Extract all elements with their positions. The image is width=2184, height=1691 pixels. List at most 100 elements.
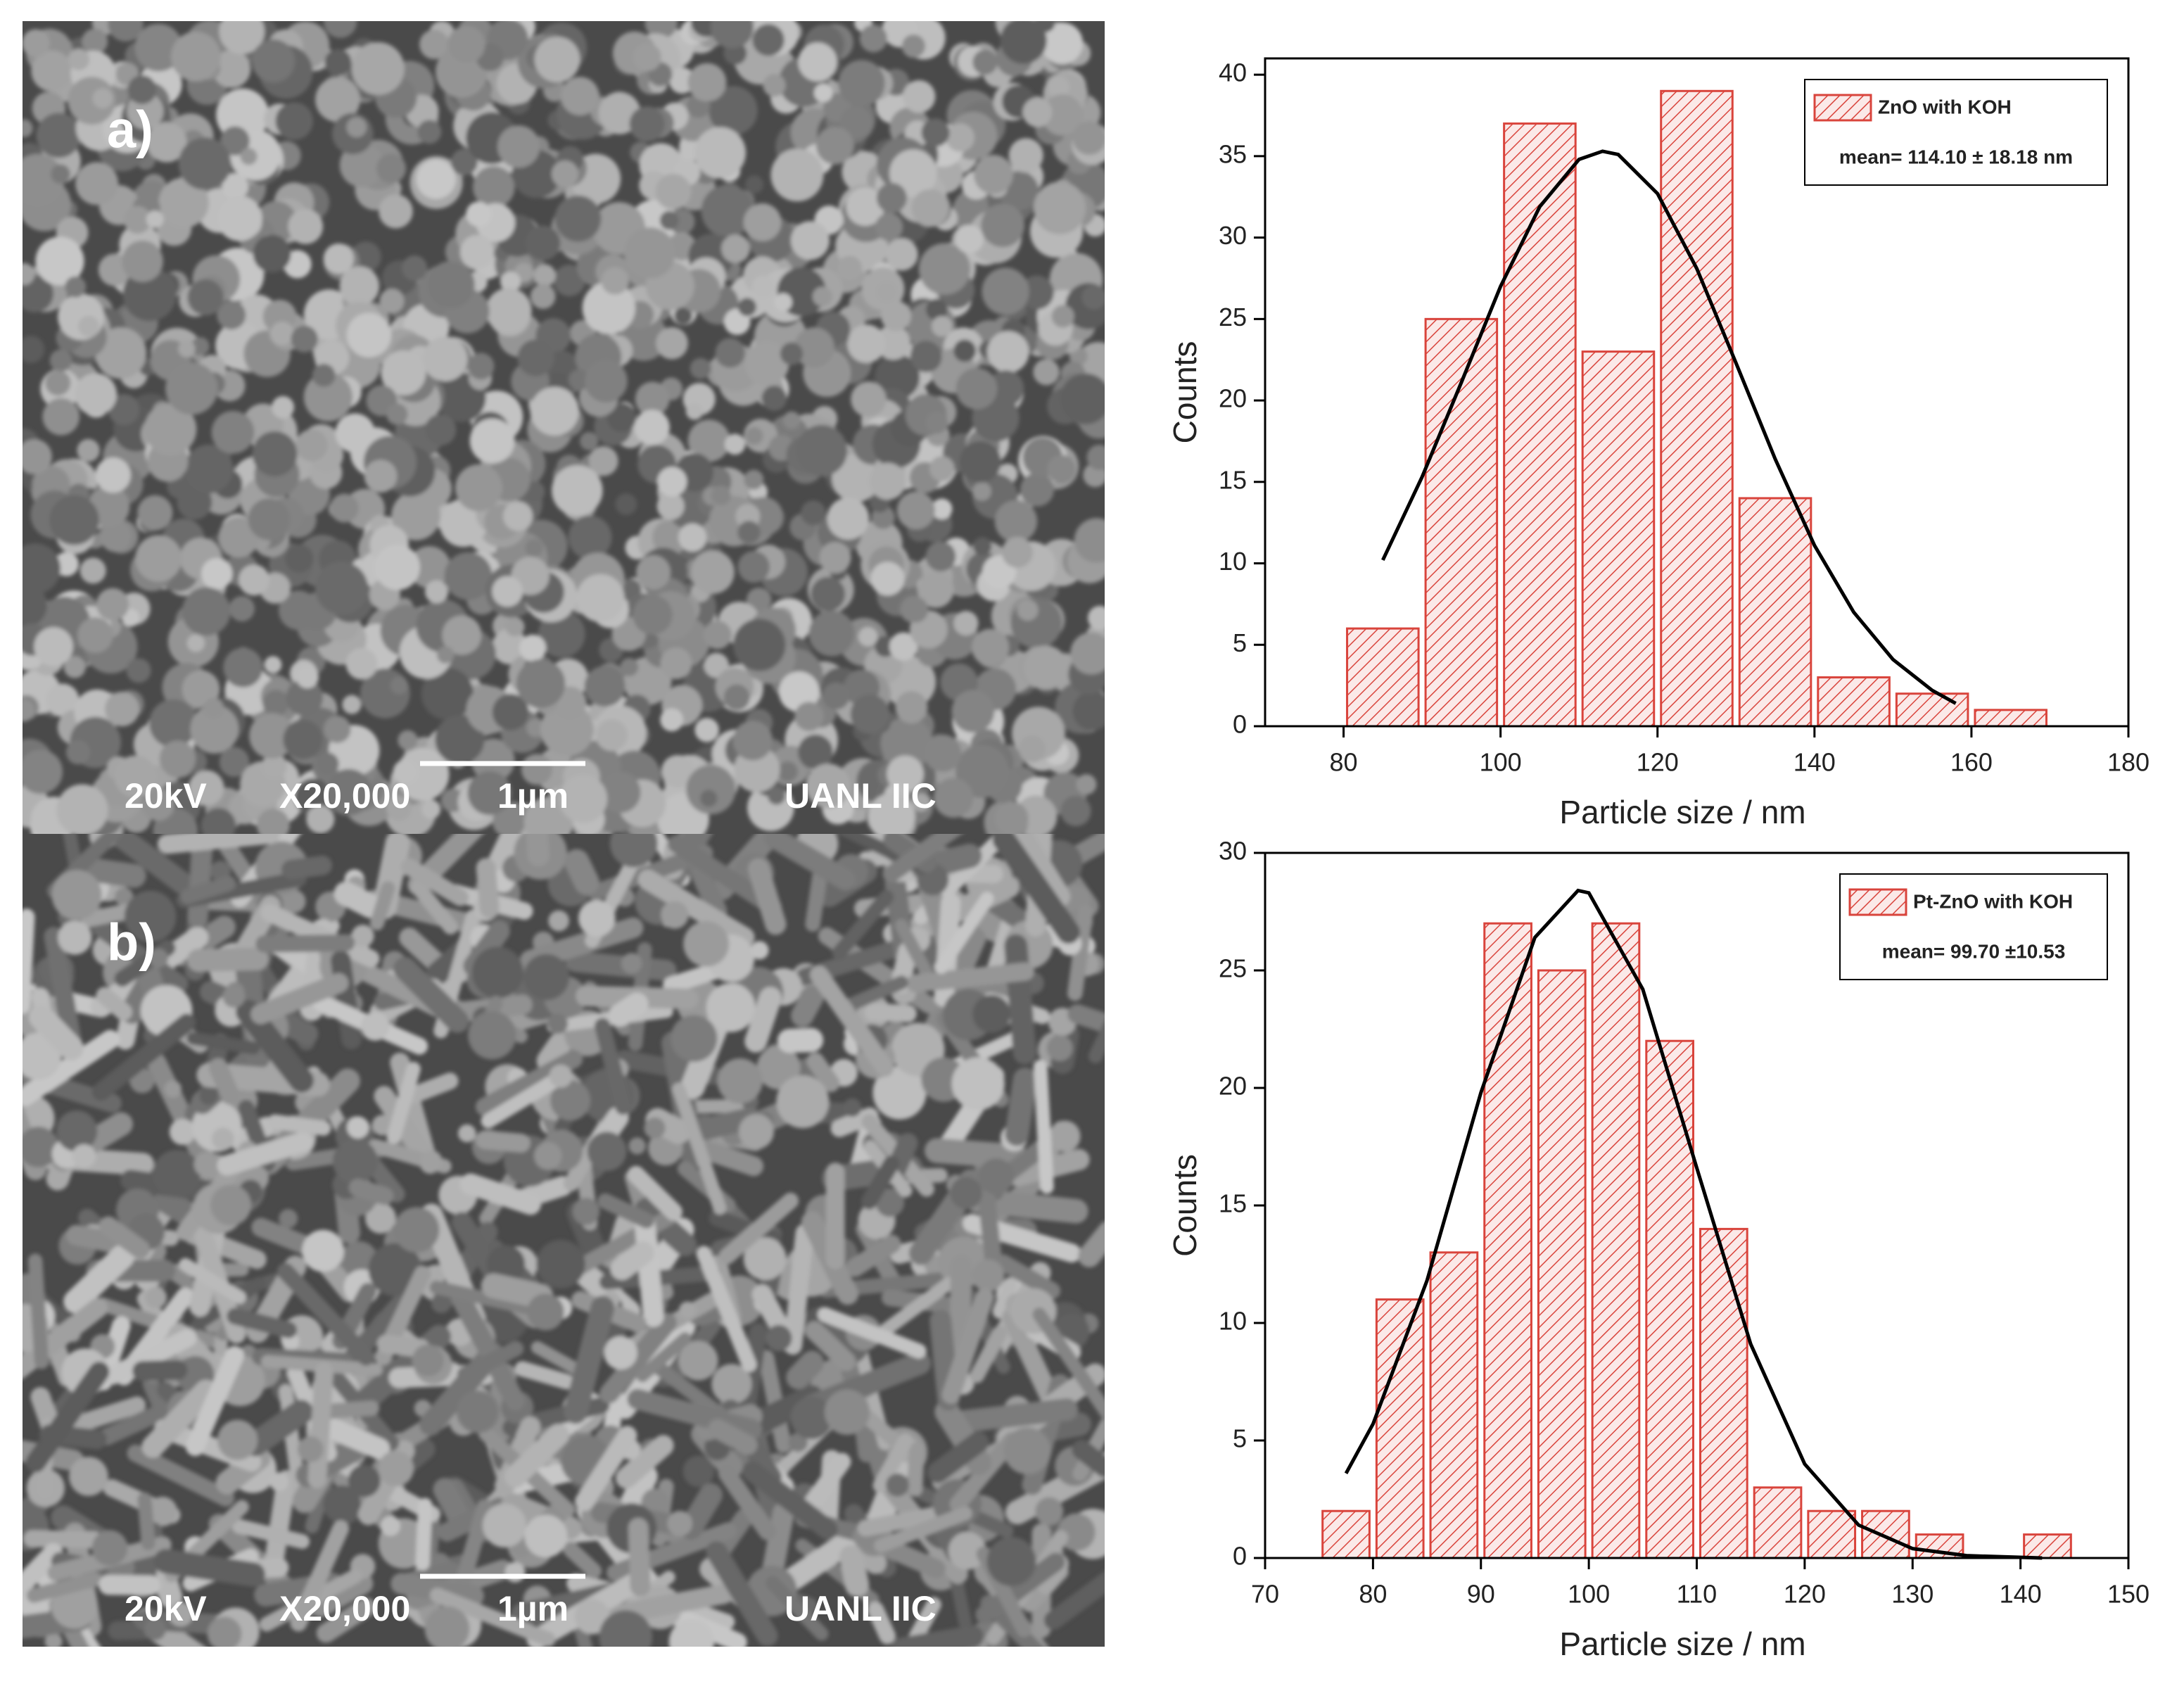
grain [694, 718, 719, 742]
grain [147, 1496, 178, 1527]
grain [972, 49, 998, 75]
grain [1087, 605, 1105, 631]
grain [492, 694, 529, 730]
grain [931, 498, 953, 520]
grain [794, 327, 834, 368]
rod [23, 1431, 84, 1471]
grain [578, 899, 616, 937]
grain [169, 1118, 196, 1146]
grain [348, 1464, 381, 1497]
x-tick-label: 80 [1330, 748, 1358, 777]
grain [23, 274, 53, 312]
grain [846, 187, 884, 226]
grain [1076, 774, 1097, 795]
grain [153, 1149, 201, 1198]
grain [182, 587, 231, 636]
grain [390, 676, 408, 695]
grain [184, 444, 234, 494]
rod [99, 1216, 151, 1259]
rod [845, 1234, 901, 1277]
rod [141, 1379, 217, 1458]
grain [345, 647, 378, 680]
grain [201, 808, 236, 834]
grain [911, 189, 950, 227]
grain [776, 1075, 830, 1129]
grain [34, 627, 73, 666]
grain [330, 493, 359, 523]
grain [587, 1132, 627, 1171]
grain [104, 691, 140, 727]
grain [901, 34, 926, 58]
grain [95, 457, 131, 493]
grain [1051, 305, 1074, 328]
rod [91, 1013, 196, 1101]
rod [186, 1032, 260, 1055]
grain [393, 759, 418, 785]
grain [346, 312, 392, 357]
histogram-bar [1699, 1227, 1748, 1559]
grain [141, 787, 175, 821]
rod [1032, 1307, 1105, 1421]
rod [243, 1400, 314, 1457]
grain [822, 682, 850, 710]
grain [837, 255, 863, 281]
grain [568, 369, 590, 391]
grain [704, 652, 730, 678]
rod [1033, 1059, 1054, 1194]
grain [683, 920, 730, 967]
grain [468, 1011, 516, 1060]
y-tick-label: 20 [1219, 384, 1247, 413]
rod [747, 858, 787, 935]
grain [827, 498, 870, 540]
grain [981, 203, 1024, 248]
grain [986, 1536, 1036, 1586]
rod [668, 835, 782, 916]
rod [934, 892, 994, 974]
rod [103, 1329, 197, 1385]
grain [342, 695, 362, 714]
histogram-bar [1581, 350, 1656, 728]
rod [208, 1058, 240, 1105]
grain [296, 666, 319, 689]
grain [122, 267, 177, 322]
rod [764, 834, 856, 890]
grain [63, 656, 86, 678]
rod [777, 1027, 824, 1053]
lab-label: UANL IIC [785, 1589, 937, 1628]
lab-label: UANL IIC [785, 776, 937, 816]
grain [812, 286, 832, 307]
grain [23, 119, 33, 137]
grain [1048, 76, 1069, 99]
histogram-bar [1346, 627, 1420, 728]
grain [187, 279, 224, 316]
grain [933, 778, 974, 818]
grain [656, 327, 688, 360]
rod [316, 1597, 376, 1643]
grain [553, 265, 585, 296]
grain [918, 243, 971, 295]
grain [386, 403, 408, 425]
grain [77, 315, 100, 337]
rod [217, 1132, 314, 1176]
grain [536, 1239, 585, 1289]
grain [629, 106, 665, 142]
rod [25, 1362, 110, 1473]
grain [678, 1341, 718, 1381]
grain [644, 1117, 666, 1139]
grain [56, 1110, 98, 1152]
grain [774, 293, 792, 312]
grain [796, 424, 848, 476]
grain [1035, 1497, 1064, 1526]
grain [721, 234, 750, 263]
grain [687, 63, 727, 102]
grain [694, 127, 746, 179]
rod [927, 1431, 989, 1483]
y-tick-label: 10 [1219, 1307, 1247, 1336]
grain [951, 690, 995, 733]
rod [96, 987, 133, 1021]
rod [1088, 1017, 1105, 1064]
grain [220, 126, 250, 156]
grain [54, 552, 79, 576]
rod [867, 1601, 896, 1645]
grain [580, 431, 599, 450]
